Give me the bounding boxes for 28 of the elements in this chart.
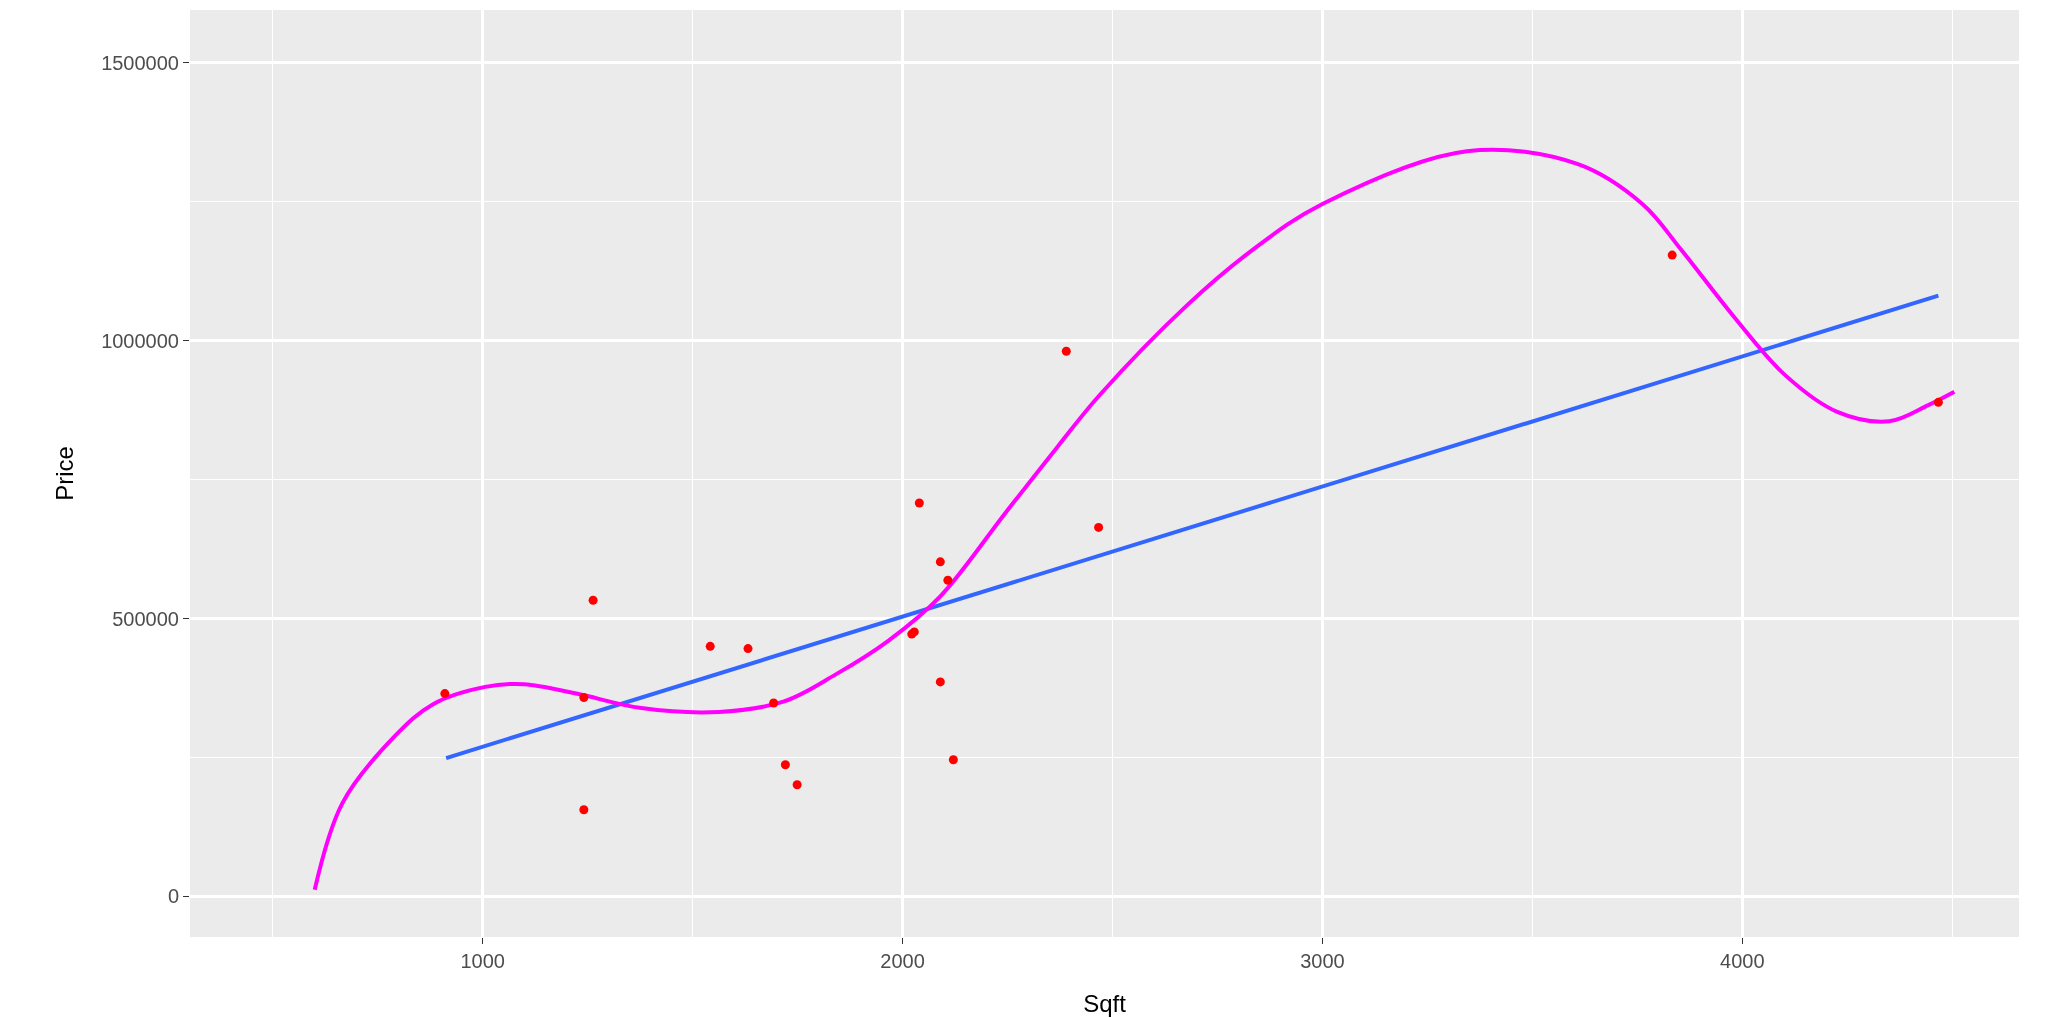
point [935,677,945,687]
point [1094,522,1104,532]
x-tick-label: 3000 [1300,950,1345,972]
point [780,760,790,770]
x-tick-label: 4000 [1720,950,1765,972]
point [1933,397,1943,407]
point [705,641,715,651]
y-axis-title: Price [51,446,79,501]
x-axis-title: Sqft [1083,990,1127,1017]
x-tick-label: 2000 [880,950,925,972]
point [588,595,598,605]
point [579,805,589,815]
point [943,575,953,585]
point [914,498,924,508]
y-tick-label: 500000 [112,607,179,630]
point [792,780,802,790]
point [743,644,753,654]
y-tick-label: 1500000 [101,51,179,74]
point [1667,250,1677,260]
y-tick-label: 0 [167,885,179,908]
point [948,755,958,765]
point [440,689,450,699]
point [579,692,589,702]
y-tick-label: 1000000 [101,329,179,352]
point [769,698,779,708]
point [1061,346,1071,356]
point [935,557,945,567]
x-tick-label: 1000 [460,950,505,972]
